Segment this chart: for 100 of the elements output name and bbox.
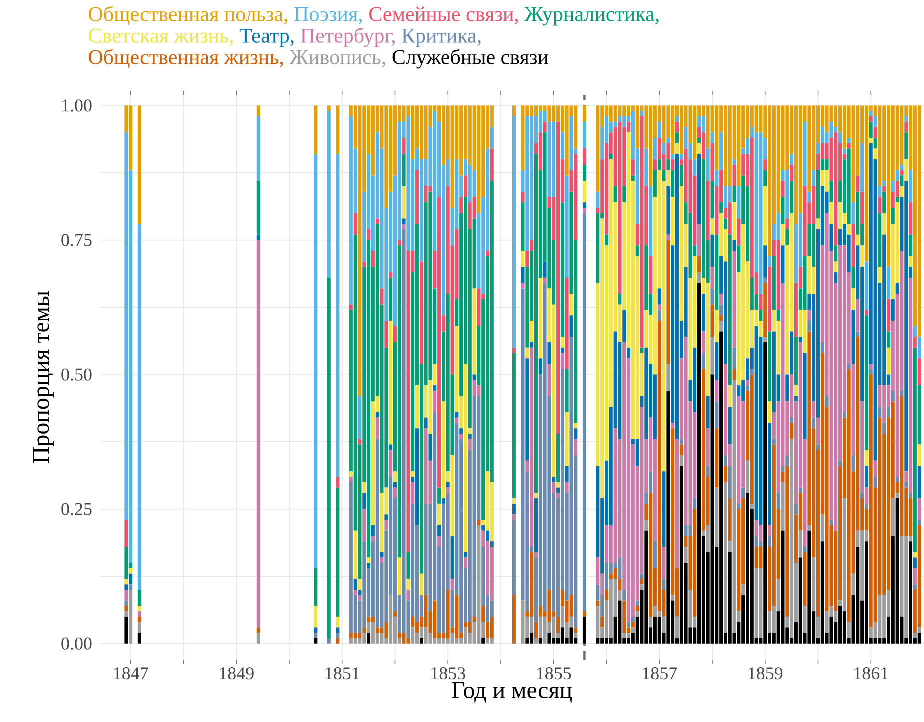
bar [358, 590, 362, 596]
bar [742, 584, 746, 596]
bar [808, 192, 812, 203]
bar [636, 606, 640, 612]
bar [658, 122, 662, 138]
bar [521, 283, 525, 289]
bar [732, 164, 736, 186]
bar [666, 138, 670, 144]
bar [362, 628, 366, 634]
bar [882, 423, 886, 434]
bar [737, 246, 741, 273]
bar [808, 256, 812, 294]
bar [490, 148, 494, 182]
bar [640, 584, 644, 590]
bar [732, 348, 736, 370]
bar [512, 595, 516, 644]
bar [869, 364, 873, 370]
bar [882, 213, 886, 235]
bar [887, 407, 890, 418]
bar [706, 396, 710, 429]
bar [856, 176, 860, 192]
bar [816, 218, 820, 230]
bar [896, 283, 900, 294]
bar [676, 116, 679, 122]
bar [896, 197, 900, 203]
bar [389, 320, 393, 445]
bar [891, 299, 895, 321]
bar [460, 197, 464, 214]
bar [556, 488, 560, 494]
bar [411, 472, 415, 478]
bar [455, 418, 459, 424]
bar [402, 106, 406, 122]
bar [715, 342, 719, 380]
bar [842, 148, 846, 154]
bar [710, 374, 714, 644]
bar [759, 294, 763, 310]
bar [878, 186, 882, 198]
bar [856, 332, 860, 338]
bar [406, 590, 410, 601]
bar [688, 525, 692, 536]
bar [786, 456, 790, 466]
bar [649, 616, 653, 628]
bar [124, 584, 128, 590]
bar [336, 154, 340, 478]
bar [710, 132, 714, 144]
bar [530, 342, 534, 348]
bar [618, 558, 622, 580]
bar [808, 525, 812, 531]
bar [698, 143, 702, 154]
bar [812, 418, 816, 429]
bar [909, 234, 913, 256]
bar [676, 616, 679, 638]
bar [636, 106, 640, 149]
bar [790, 332, 794, 375]
bar [256, 633, 260, 644]
bar [512, 116, 516, 348]
x-tick-label: 1859 [748, 668, 783, 680]
bar [393, 326, 397, 343]
bar [438, 504, 442, 526]
bar [803, 186, 807, 256]
bar [548, 342, 552, 364]
bar [808, 310, 812, 321]
x-tick-label: 1851 [326, 668, 360, 680]
bar [526, 358, 530, 461]
bar [631, 616, 635, 622]
bar [918, 498, 922, 520]
bar [803, 546, 807, 552]
x-tick-label: 1853 [432, 668, 466, 680]
bar [468, 622, 472, 634]
bar [768, 256, 772, 268]
bar [706, 428, 710, 466]
bar [715, 310, 719, 343]
bar [847, 138, 851, 144]
bar [336, 638, 340, 644]
bar [842, 498, 846, 612]
bar [124, 606, 128, 612]
bar [882, 181, 886, 186]
bar [913, 584, 917, 590]
bar [676, 122, 679, 133]
bar [354, 638, 358, 644]
bar [715, 428, 719, 488]
bar [402, 224, 406, 230]
text: Петербург, [300, 28, 395, 48]
bar [706, 106, 710, 149]
bar [534, 493, 538, 499]
bar [666, 234, 670, 240]
bar [786, 106, 790, 170]
bar [124, 590, 128, 601]
bar [816, 444, 820, 450]
bar [891, 208, 895, 224]
bar [786, 230, 790, 246]
bar [671, 154, 675, 160]
bar [543, 278, 547, 284]
bar [684, 546, 688, 564]
bar [891, 390, 895, 402]
text: Общественная польза, [89, 6, 288, 26]
bar [367, 230, 371, 240]
bar [662, 106, 666, 144]
bar [864, 262, 868, 310]
bar [776, 213, 780, 240]
